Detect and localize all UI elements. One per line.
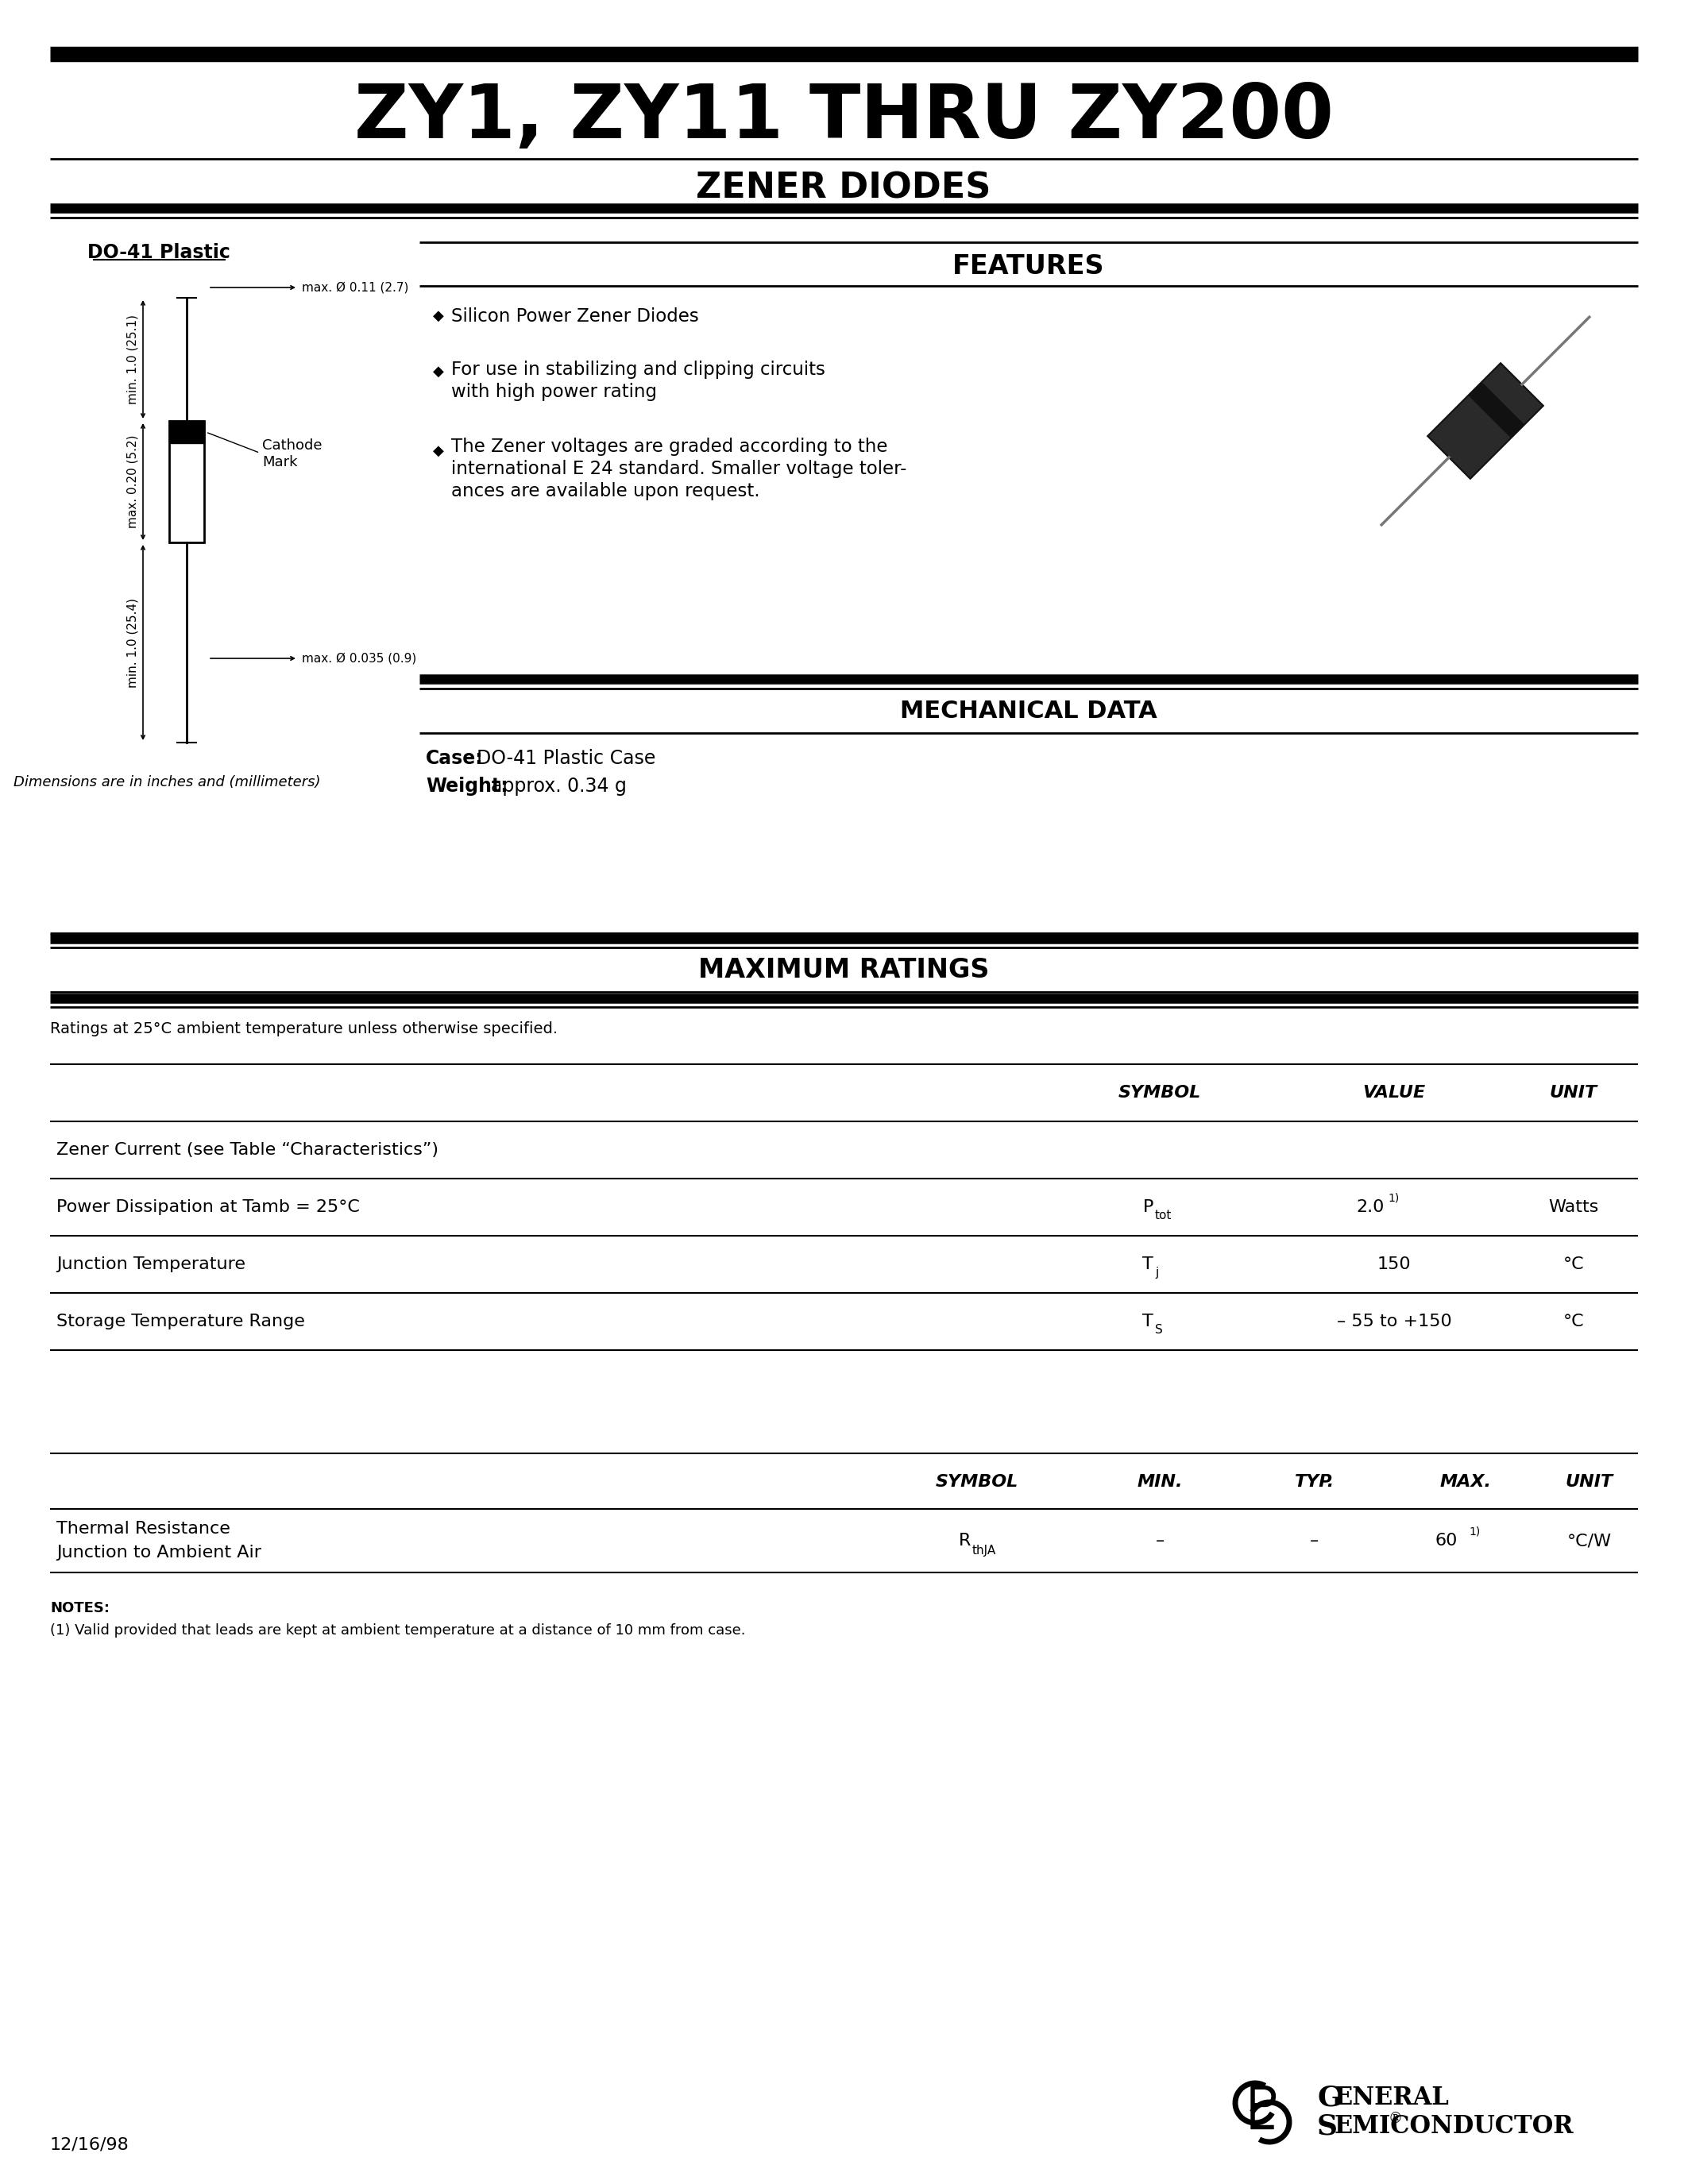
Text: – 55 to +150: – 55 to +150 <box>1337 1313 1452 1330</box>
Text: ®: ® <box>1388 2112 1403 2125</box>
Text: ◆: ◆ <box>432 308 444 323</box>
Text: Power Dissipation at Tamb = 25°C: Power Dissipation at Tamb = 25°C <box>56 1199 360 1214</box>
Text: MIN.: MIN. <box>1138 1474 1183 1489</box>
Text: 1): 1) <box>1388 1192 1399 1203</box>
Text: °C/W: °C/W <box>1566 1533 1612 1548</box>
Text: Junction Temperature: Junction Temperature <box>56 1256 245 1273</box>
Text: Zener Current (see Table “Characteristics”): Zener Current (see Table “Characteristic… <box>56 1142 439 1158</box>
Text: international E 24 standard. Smaller voltage toler-: international E 24 standard. Smaller vol… <box>451 459 906 478</box>
Text: Ratings at 25°C ambient temperature unless otherwise specified.: Ratings at 25°C ambient temperature unle… <box>51 1020 557 1035</box>
Text: DO-41 Plastic: DO-41 Plastic <box>88 242 230 262</box>
Text: MAX.: MAX. <box>1440 1474 1492 1489</box>
Text: Dimensions are in inches and (millimeters): Dimensions are in inches and (millimeter… <box>14 775 321 788</box>
Text: Storage Temperature Range: Storage Temperature Range <box>56 1313 306 1330</box>
Text: S: S <box>1317 2114 1337 2140</box>
Text: Case:: Case: <box>425 749 483 769</box>
Text: –: – <box>1155 1533 1165 1548</box>
Text: R: R <box>959 1533 971 1548</box>
Text: thJA: thJA <box>972 1544 996 1557</box>
Text: ♇: ♇ <box>1236 2084 1290 2143</box>
Text: ◆: ◆ <box>432 443 444 459</box>
Text: T: T <box>1143 1313 1153 1330</box>
Text: Silicon Power Zener Diodes: Silicon Power Zener Diodes <box>451 308 699 325</box>
Text: max. Ø 0.035 (0.9): max. Ø 0.035 (0.9) <box>302 653 417 664</box>
Text: min. 1.0 (25.4): min. 1.0 (25.4) <box>127 598 138 688</box>
Text: T: T <box>1143 1256 1153 1273</box>
Text: ZY1, ZY11 THRU ZY200: ZY1, ZY11 THRU ZY200 <box>354 81 1334 155</box>
Text: UNIT: UNIT <box>1550 1085 1597 1101</box>
Text: FEATURES: FEATURES <box>952 253 1104 280</box>
Text: ances are available upon request.: ances are available upon request. <box>451 483 760 500</box>
Text: approx. 0.34 g: approx. 0.34 g <box>491 778 626 795</box>
Text: 12/16/98: 12/16/98 <box>51 2136 130 2151</box>
Text: °C: °C <box>1563 1313 1583 1330</box>
Text: ENERAL: ENERAL <box>1335 2086 1450 2110</box>
Text: S: S <box>1155 1324 1163 1334</box>
Text: –: – <box>1310 1533 1318 1548</box>
Text: 150: 150 <box>1377 1256 1411 1273</box>
Text: tot: tot <box>1155 1210 1171 1221</box>
Text: with high power rating: with high power rating <box>451 382 657 400</box>
Text: TYP.: TYP. <box>1295 1474 1335 1489</box>
Text: ZENER DIODES: ZENER DIODES <box>695 170 991 205</box>
Polygon shape <box>1469 382 1524 439</box>
Text: °C: °C <box>1563 1256 1583 1273</box>
Bar <box>169 422 204 443</box>
Text: (1) Valid provided that leads are kept at ambient temperature at a distance of 1: (1) Valid provided that leads are kept a… <box>51 1623 746 1638</box>
Text: MAXIMUM RATINGS: MAXIMUM RATINGS <box>699 957 989 983</box>
Text: NOTES:: NOTES: <box>51 1601 110 1616</box>
Text: Cathode
Mark: Cathode Mark <box>208 432 322 470</box>
Polygon shape <box>1428 363 1543 478</box>
Text: j: j <box>1155 1267 1158 1278</box>
Text: ◆: ◆ <box>432 365 444 378</box>
Text: max. 0.20 (5.2): max. 0.20 (5.2) <box>127 435 138 529</box>
Text: The Zener voltages are graded according to the: The Zener voltages are graded according … <box>451 437 888 456</box>
Text: 2.0: 2.0 <box>1357 1199 1384 1214</box>
Text: Thermal Resistance: Thermal Resistance <box>56 1520 230 1538</box>
Text: 1): 1) <box>1469 1527 1480 1538</box>
Text: SYMBOL: SYMBOL <box>935 1474 1018 1489</box>
Bar <box>169 422 204 542</box>
Text: For use in stabilizing and clipping circuits: For use in stabilizing and clipping circ… <box>451 360 825 378</box>
Text: P: P <box>1143 1199 1153 1214</box>
Text: UNIT: UNIT <box>1566 1474 1614 1489</box>
Text: EMICONDUCTOR: EMICONDUCTOR <box>1335 2114 1575 2138</box>
Text: DO-41 Plastic Case: DO-41 Plastic Case <box>476 749 655 769</box>
Text: Weight:: Weight: <box>425 778 508 795</box>
Text: min. 1.0 (25.1): min. 1.0 (25.1) <box>127 314 138 404</box>
Text: G: G <box>1317 2086 1342 2112</box>
Text: Watts: Watts <box>1548 1199 1599 1214</box>
Text: VALUE: VALUE <box>1362 1085 1426 1101</box>
Text: Junction to Ambient Air: Junction to Ambient Air <box>56 1544 262 1562</box>
Text: max. Ø 0.11 (2.7): max. Ø 0.11 (2.7) <box>302 282 408 293</box>
Text: MECHANICAL DATA: MECHANICAL DATA <box>900 699 1158 723</box>
Text: 60: 60 <box>1435 1533 1458 1548</box>
Text: SYMBOL: SYMBOL <box>1119 1085 1202 1101</box>
